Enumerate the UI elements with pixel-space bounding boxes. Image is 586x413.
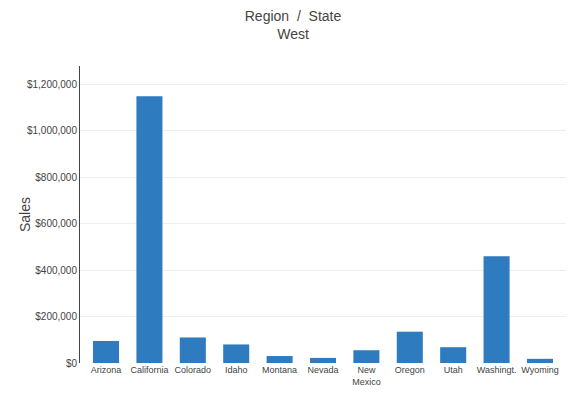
svg-text:Idaho: Idaho <box>225 365 248 375</box>
svg-text:$800,000: $800,000 <box>35 172 77 183</box>
svg-text:NewMexico: NewMexico <box>352 365 381 387</box>
svg-text:California: California <box>130 365 168 375</box>
svg-text:$600,000: $600,000 <box>35 218 77 229</box>
svg-text:$1,000,000: $1,000,000 <box>27 125 77 136</box>
svg-text:$1,200,000: $1,200,000 <box>27 79 77 90</box>
svg-text:Arizona: Arizona <box>91 365 122 375</box>
svg-text:$200,000: $200,000 <box>35 311 77 322</box>
svg-text:Oregon: Oregon <box>395 365 425 375</box>
svg-text:Sales: Sales <box>17 197 33 232</box>
svg-text:Wyoming: Wyoming <box>521 365 558 375</box>
svg-text:Region / StateWest: Region / StateWest <box>245 8 342 42</box>
svg-text:Montana: Montana <box>262 365 297 375</box>
svg-text:$0: $0 <box>66 358 78 369</box>
svg-text:Washingt.: Washingt. <box>477 365 517 375</box>
svg-text:$400,000: $400,000 <box>35 265 77 276</box>
svg-text:Colorado: Colorado <box>175 365 212 375</box>
svg-text:Nevada: Nevada <box>307 365 338 375</box>
svg-text:Utah: Utah <box>444 365 463 375</box>
